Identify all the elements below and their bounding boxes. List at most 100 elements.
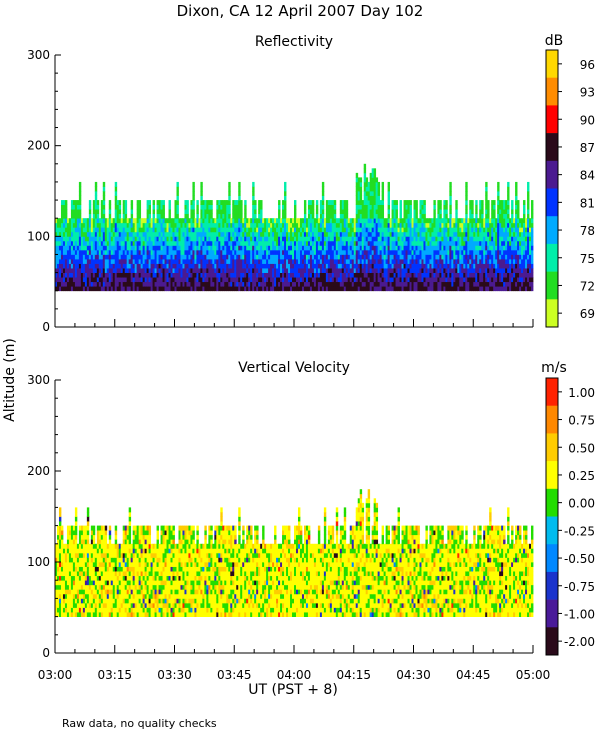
heatmap-cell [150,227,153,233]
heatmap-cell [331,263,335,269]
heatmap-cell [70,254,74,260]
heatmap-cell [122,209,126,215]
heatmap-cell [170,240,173,246]
heatmap-cell [226,240,229,246]
heatmap-cell [68,218,72,224]
heatmap-cell [118,263,122,269]
heatmap-cell [280,240,283,246]
heatmap-cell [98,259,102,264]
heatmap-cell [86,231,90,237]
heatmap-cell [443,245,446,251]
heatmap-cell [248,227,251,233]
heatmap-cell [531,277,534,283]
heatmap-cell [527,191,530,196]
heatmap-cell [331,213,335,219]
heatmap-cell [329,263,333,269]
heatmap-cell [130,263,134,269]
heatmap-cell [309,222,313,228]
heatmap-cell [319,254,323,260]
heatmap-cell [200,209,203,215]
heatmap-cell [220,263,223,269]
heatmap-cell [278,200,281,205]
heatmap-cell [523,268,526,273]
heatmap-cell [206,281,209,287]
heatmap-cell [132,222,136,228]
heatmap-cell [162,222,165,228]
heatmap-cell [106,254,110,260]
heatmap-cell [353,286,357,292]
heatmap-cell [309,259,313,264]
heatmap-cell [531,245,534,251]
heatmap-cell [72,530,76,536]
heatmap-cell [349,236,353,242]
heatmap-cell [60,566,64,572]
heatmap-cell [270,259,273,264]
heatmap-cell [66,259,70,264]
heatmap-cell [202,240,205,246]
heatmap-cell [401,245,404,251]
heatmap-cell [441,249,444,255]
heatmap-cell [234,222,237,228]
heatmap-cell [132,277,136,283]
heatmap-cell [232,254,235,260]
heatmap-cell [64,231,68,237]
heatmap-cell [204,268,207,273]
heatmap-cell [66,236,70,242]
heatmap-cell [62,245,66,251]
heatmap-cell [483,222,486,228]
heatmap-cell [341,236,345,242]
heatmap-cell [218,281,221,287]
heatmap-cell [497,240,500,246]
heatmap-cell [256,240,259,246]
heatmap-cell [280,268,283,273]
heatmap-cell [84,268,88,273]
heatmap-cell [118,227,122,233]
heatmap-cell [399,286,402,292]
heatmap-cell [395,249,398,255]
reflectivity-colorbar-unit: dB [545,33,564,49]
heatmap-cell [130,277,134,283]
heatmap-cell [443,268,446,273]
heatmap-cell [367,218,371,224]
heatmap-cell [453,222,456,228]
heatmap-cell [288,286,291,292]
heatmap-cell [174,249,177,255]
heatmap-cell [343,281,347,287]
heatmap-cell [260,281,263,287]
heatmap-cell [258,236,261,242]
heatmap-cell [96,240,100,246]
heatmap-cell [180,249,183,255]
heatmap-cell [204,222,207,228]
heatmap-cell [405,240,408,246]
heatmap-cell [252,222,255,228]
heatmap-cell [66,543,70,549]
heatmap-cell [76,213,80,219]
heatmap-cell [305,218,309,224]
heatmap-cell [523,277,526,283]
heatmap-cell [156,222,159,228]
y-tick-label: 200 [27,139,50,153]
heatmap-cell [487,259,490,264]
heatmap-cell [491,272,494,278]
heatmap-cell [329,209,333,215]
heatmap-cell [309,249,313,255]
heatmap-cell [419,240,422,246]
heatmap-cell [321,204,325,210]
heatmap-cell [513,218,516,224]
heatmap-cell [262,254,265,260]
heatmap-cell [248,254,251,260]
heatmap-cell [503,240,506,246]
heatmap-cell [433,204,436,210]
heatmap-cell [411,218,414,224]
heatmap-cell [399,281,402,287]
heatmap-cell [56,268,60,273]
heatmap-cell [357,218,361,224]
heatmap-cell [357,195,361,201]
heatmap-cell [252,213,255,219]
heatmap-cell [222,213,225,219]
heatmap-cell [519,277,522,283]
heatmap-cell [182,254,185,260]
heatmap-cell [66,612,70,617]
heatmap-cell [323,227,327,233]
heatmap-cell [405,281,408,287]
